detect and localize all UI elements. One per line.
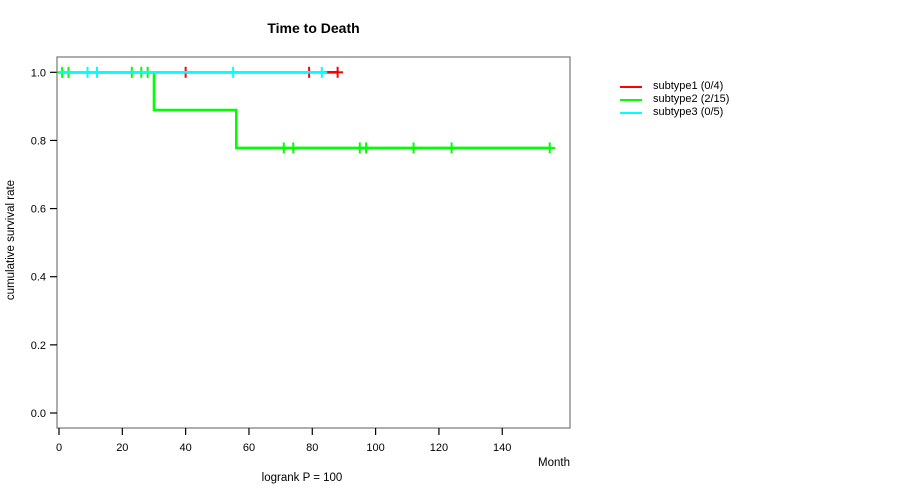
- x-axis-title: Month: [538, 457, 570, 469]
- x-axis-tick-label: 60: [243, 442, 255, 454]
- legend-item-label: subtype2 (2/15): [653, 93, 730, 105]
- x-axis-tick-label: 40: [180, 442, 192, 454]
- legend-item: subtype3 (0/5): [620, 106, 729, 119]
- chart-title: Time to Death: [267, 20, 360, 36]
- x-axis-tick-label: 20: [116, 442, 128, 454]
- survival-curve-2: [59, 71, 550, 150]
- legend-line-swatch: [620, 111, 642, 114]
- legend-item: subtype1 (0/4): [620, 80, 729, 93]
- y-axis-tick-label: 0.8: [31, 135, 46, 147]
- x-axis-tick-label: 80: [306, 442, 318, 454]
- legend-line-swatch: [620, 85, 642, 88]
- x-axis-tick-label: 0: [56, 442, 62, 454]
- x-axis-tick-label: 140: [493, 442, 511, 454]
- logrank-note: logrank P = 100: [261, 472, 343, 484]
- y-axis-tick-label: 1.0: [31, 67, 46, 79]
- plot-frame: [56, 56, 571, 429]
- legend-item: subtype2 (2/15): [620, 93, 729, 106]
- x-axis-tick-label: 120: [430, 442, 448, 454]
- legend-line-swatch: [620, 98, 642, 101]
- legend-item-label: subtype3 (0/5): [653, 106, 724, 118]
- y-axis-tick-label: 0.6: [31, 204, 46, 216]
- legend-item-label: subtype1 (0/4): [653, 80, 724, 92]
- legend: subtype1 (0/4) subtype2 (2/15) subtype3 (0…: [620, 80, 729, 119]
- x-axis-tick-label: 100: [366, 442, 384, 454]
- y-axis-tick-label: 0.2: [31, 340, 46, 352]
- y-axis-tick-label: 0.4: [31, 272, 46, 284]
- y-axis-tick-label: 0.0: [31, 408, 46, 420]
